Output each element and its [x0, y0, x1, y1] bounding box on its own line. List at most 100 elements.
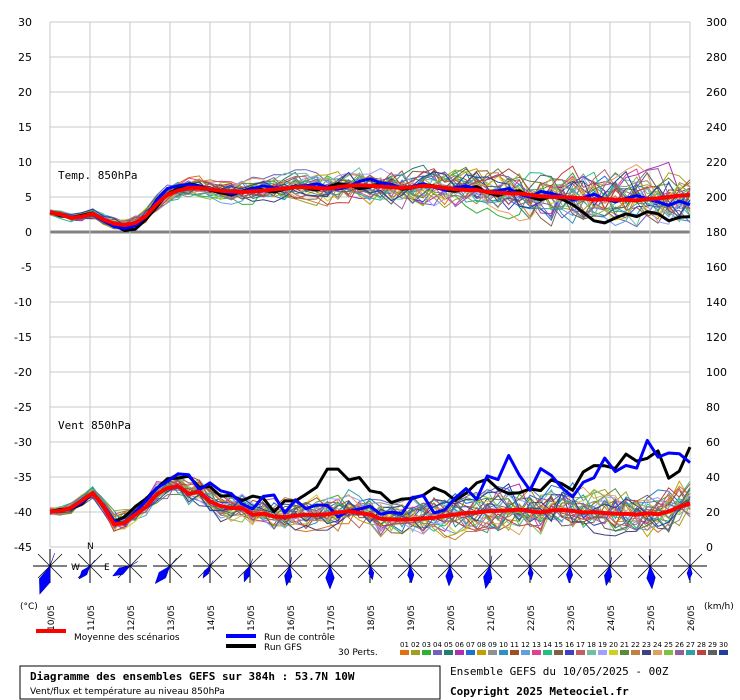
temp-perturbation-line	[49, 165, 691, 225]
perturbation-number: 07	[466, 641, 475, 649]
perturbation-number: 30	[719, 641, 728, 649]
perturbation-number: 29	[708, 641, 717, 649]
wind-rose-petal	[368, 559, 375, 581]
y-right-tick-label: 60	[706, 436, 720, 449]
legend-gfs-label: Run GFS	[264, 643, 302, 653]
date-tick-label: 15/05	[247, 605, 257, 631]
perturbation-number: 12	[521, 641, 530, 649]
date-tick-label: 22/05	[527, 605, 537, 631]
wind-rose-petal	[407, 558, 415, 584]
chart-title: Diagramme des ensembles GEFS sur 384h : …	[30, 670, 355, 683]
perturbation-number: 25	[664, 641, 673, 649]
wind-rose-petal	[445, 556, 454, 587]
date-tick-label: 13/05	[167, 605, 177, 631]
perturbation-swatch	[719, 650, 728, 655]
wind-rose-petal	[154, 557, 177, 585]
legend: Moyenne des scénarios Run de contrôle Ru…	[36, 629, 728, 658]
y-left-tick-label: 15	[18, 121, 32, 134]
perturbation-swatch	[477, 650, 486, 655]
date-tick-label: 21/05	[487, 605, 497, 631]
perturbation-swatch	[521, 650, 530, 655]
main-run-lines	[49, 177, 692, 527]
y-right-tick-label: 40	[706, 471, 720, 484]
wind-rose-west-label: W	[71, 563, 80, 573]
wind-rose-north-label: N	[87, 542, 94, 552]
perturbation-swatch	[422, 650, 431, 655]
perturbation-swatch	[488, 650, 497, 655]
perturbation-number: 24	[653, 641, 662, 649]
perturbation-number: 16	[565, 641, 574, 649]
y-left-tick-label: -15	[14, 331, 32, 344]
legend-mean-label: Moyenne des scénarios	[74, 632, 180, 643]
perturbation-number: 28	[697, 641, 706, 649]
perturbation-number: 04	[433, 641, 442, 649]
perturbation-swatch	[609, 650, 618, 655]
y-left-tick-label: -30	[14, 436, 32, 449]
title-box	[19, 665, 441, 700]
y-right-tick-label: 0	[706, 541, 713, 554]
y-left-tick-label: -20	[14, 366, 32, 379]
wind-rose-petal	[78, 559, 96, 580]
wind-control-run-line	[49, 438, 691, 526]
date-tick-label: 18/05	[367, 605, 377, 631]
y-right-tick-label: 300	[706, 16, 727, 29]
wind-rose-east-label: E	[104, 563, 110, 573]
perturbation-number: 11	[510, 641, 519, 649]
wind-rose-petal	[202, 560, 214, 579]
perturbation-count-label: 30 Perts.	[338, 648, 378, 658]
perturbation-number: 08	[477, 641, 486, 649]
perturbation-swatch	[686, 650, 695, 655]
perturbation-swatch	[631, 650, 640, 655]
y-right-tick-label: 280	[706, 51, 727, 64]
wind-panel-label: Vent 850hPa	[58, 419, 131, 432]
perturbation-swatch	[675, 650, 684, 655]
perturbation-number: 26	[675, 641, 684, 649]
y-right-tick-label: 140	[706, 296, 727, 309]
wind-mean-line	[49, 484, 691, 527]
run-info: Ensemble GEFS du 10/05/2025 - 00Z	[450, 665, 669, 678]
perturbation-number: 09	[488, 641, 497, 649]
y-left-tick-label: 10	[18, 156, 32, 169]
date-tick-label: 26/05	[687, 605, 697, 631]
date-tick-label: 25/05	[647, 605, 657, 631]
date-tick-label: 12/05	[127, 605, 137, 631]
chart-subtitle: Vent/flux et température au niveau 850hP…	[30, 686, 225, 697]
temp-panel-label: Temp. 850hPa	[58, 169, 137, 182]
perturbation-swatch	[653, 650, 662, 655]
perturbation-number: 20	[609, 641, 618, 649]
y-left-tick-label: -10	[14, 296, 32, 309]
y-right-tick-label: 100	[706, 366, 727, 379]
y-left-tick-label: 25	[18, 51, 32, 64]
wind-rose-petal	[527, 559, 534, 581]
wind-rose-petal	[243, 558, 253, 583]
y-right-tick-label: 20	[706, 506, 720, 519]
y-left-tick-label: -25	[14, 401, 32, 414]
perturbation-swatch	[620, 650, 629, 655]
wind-rose-petal	[604, 557, 612, 587]
wind-rose-petal	[566, 558, 574, 584]
date-tick-label: 14/05	[207, 605, 217, 631]
perturbation-number: 21	[620, 641, 629, 649]
perturbation-swatch	[411, 650, 420, 655]
perturbation-swatch	[433, 650, 442, 655]
date-tick-label: 23/05	[567, 605, 577, 631]
chart-axes: 30 25 20 15 10 5 0 -5 -10 -15 -20 -25 -30 -35 -40 -45 30…	[14, 16, 727, 554]
perturbation-swatch	[455, 650, 464, 655]
wind-rose-petal	[284, 557, 293, 587]
perturbation-number: 27	[686, 641, 695, 649]
perturbation-swatch	[554, 650, 563, 655]
perturbation-number: 23	[642, 641, 651, 649]
y-right-tick-label: 80	[706, 401, 720, 414]
perturbation-number: 14	[543, 641, 552, 649]
y-left-tick-label: -35	[14, 471, 32, 484]
perturbation-swatch	[565, 650, 574, 655]
wind-perturbation-line	[49, 486, 691, 533]
wind-perturbation-line	[49, 474, 691, 533]
wind-rose-petal	[483, 555, 493, 590]
y-left-tick-label: -5	[21, 261, 32, 274]
y-left-tick-label: -45	[14, 541, 32, 554]
perturbation-swatch	[576, 650, 585, 655]
date-tick-label: 19/05	[407, 605, 417, 631]
perturbation-number: 15	[554, 641, 563, 649]
